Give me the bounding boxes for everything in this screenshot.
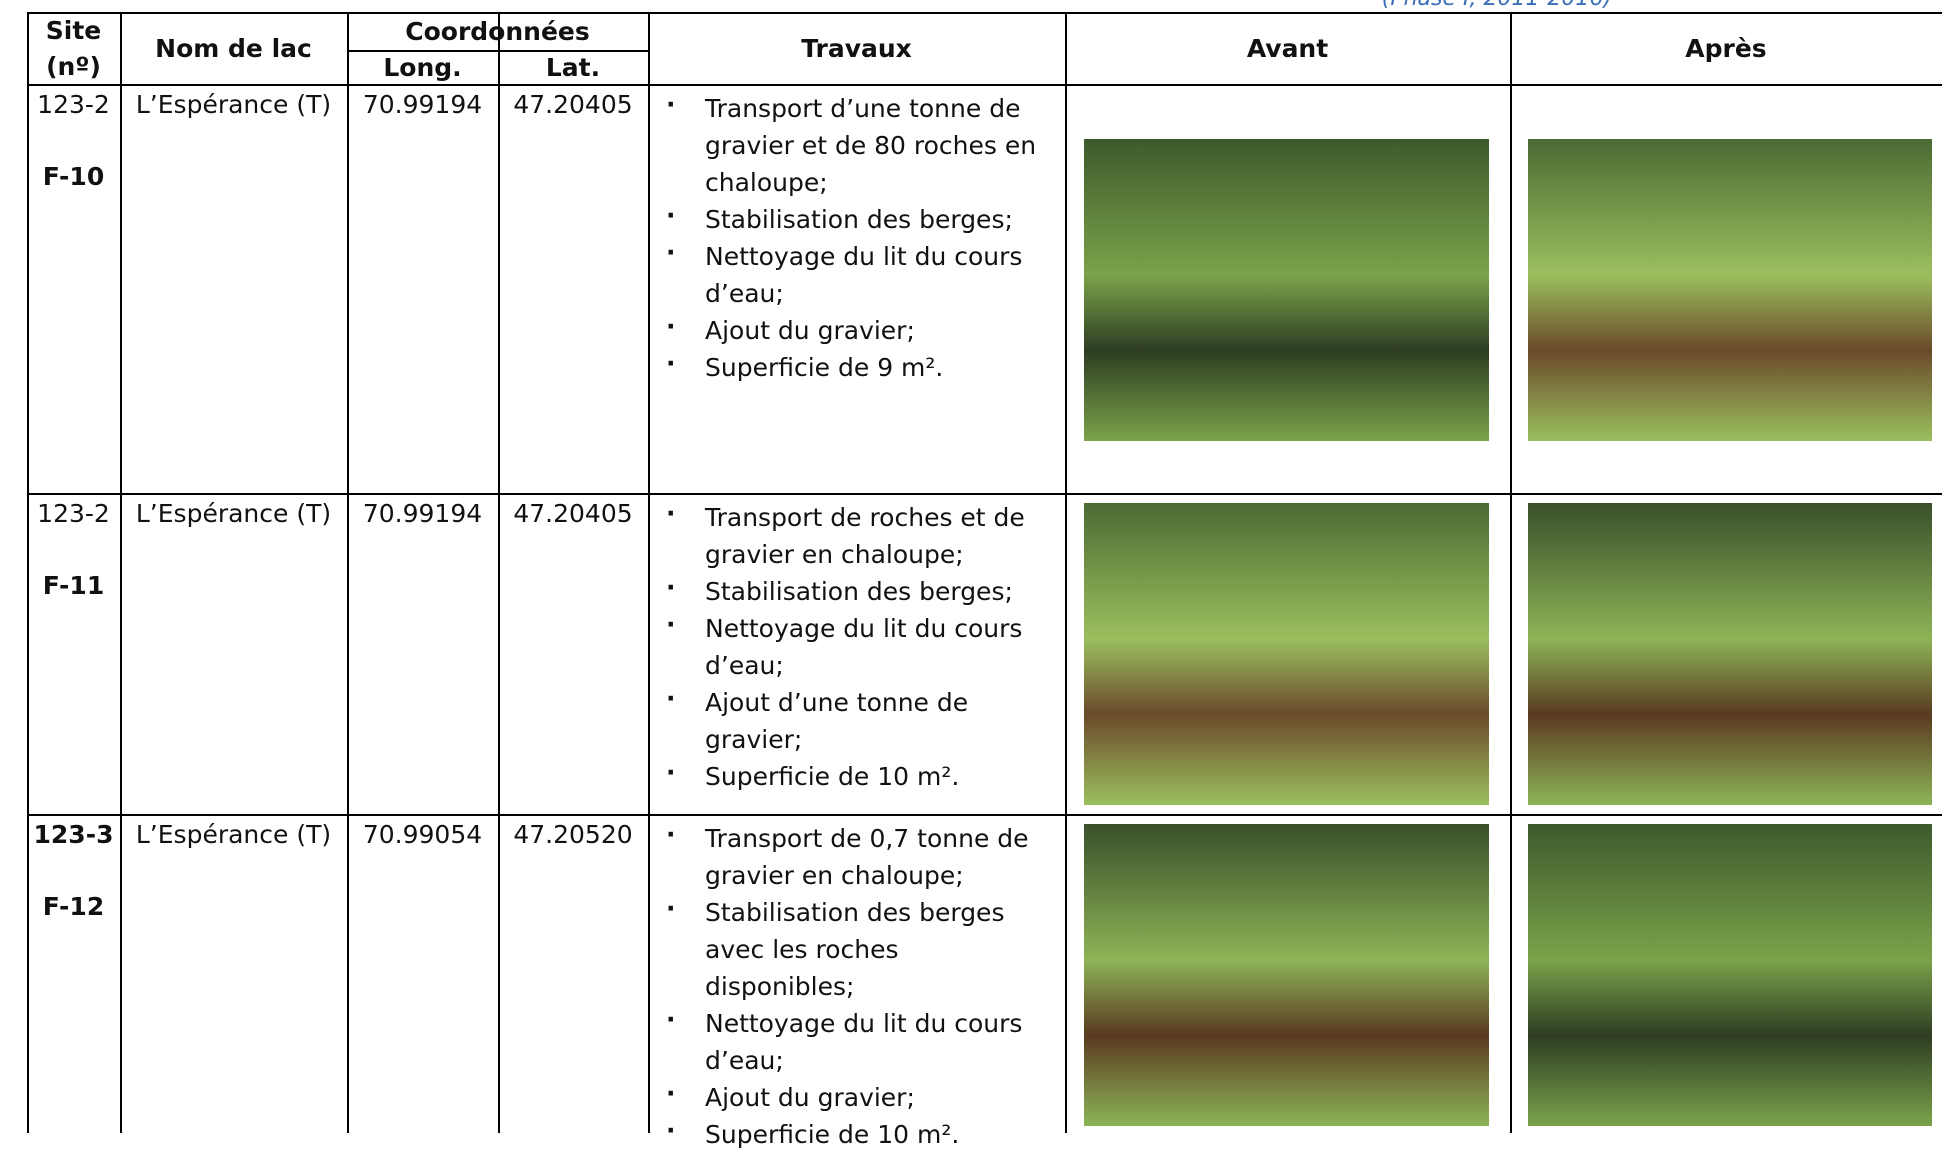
bullet: · [666,349,676,378]
rule [27,814,1942,816]
lake-name: L’Espérance (T) [135,820,332,849]
column-header: (nº) [46,51,101,81]
bullet: · [666,238,676,267]
work-item: Transport de roches et de gravier en cha… [705,503,1025,569]
bullet: · [666,684,676,713]
rule [27,12,29,1133]
bullet: · [666,90,676,119]
rule [347,12,349,1133]
column-header: Travaux [801,33,912,63]
rule [648,12,650,1133]
rule [27,12,1942,14]
latitude: 47.20405 [513,499,633,528]
column-header: Avant [1246,33,1329,63]
column-header: Long. [383,52,462,82]
bullet: · [666,1116,676,1145]
bullet: · [666,1079,676,1108]
bullet: · [666,610,676,639]
site-id: 123-2 [37,90,110,119]
header-note: (Phase I, 2011-2016) [1382,0,1612,11]
work-item: Superficie de 10 m². [705,1120,960,1149]
rule [498,50,500,1133]
bullet: · [666,312,676,341]
work-item: Superficie de 10 m². [705,762,960,791]
field-id: F-12 [42,892,105,921]
column-header: Coordonnées [405,16,590,46]
bullet: · [666,820,676,849]
latitude: 47.20405 [513,90,633,119]
after-photo [1528,824,1932,1126]
longitude: 70.99194 [362,90,483,119]
bullet: · [666,573,676,602]
work-item: Ajout du gravier; [705,316,915,345]
work-item: Ajout d’une tonne de gravier; [705,688,969,754]
work-item: Superficie de 9 m². [705,353,944,382]
rule [1510,12,1512,1133]
lake-name: L’Espérance (T) [135,90,332,119]
site-id: 123-2 [37,499,110,528]
column-header: Site [45,15,102,45]
work-item: Transport d’une tonne de gravier et de 8… [705,94,1037,197]
work-item: Ajout du gravier; [705,1083,915,1112]
rule [27,493,1942,495]
longitude: 70.99054 [362,820,483,849]
after-photo [1528,503,1932,805]
rule [120,12,122,1133]
longitude: 70.99194 [362,499,483,528]
before-photo [1084,503,1489,805]
field-id: F-11 [42,571,105,600]
bullet: · [666,1005,676,1034]
work-item: Stabilisation des berges; [705,205,1013,234]
rule [27,84,1942,86]
work-item: Transport de 0,7 tonne de gravier en cha… [705,824,1029,890]
before-photo [1084,139,1489,441]
work-item: Nettoyage du lit du cours d’eau; [705,614,1023,680]
rule [347,50,648,52]
bullet: · [666,894,676,923]
column-header: Nom de lac [155,33,312,63]
work-item: Stabilisation des berges; [705,577,1013,606]
after-photo [1528,139,1932,441]
site-id: 123-3 [33,820,114,849]
field-id: F-10 [42,162,105,191]
bullet: · [666,201,676,230]
work-item: Nettoyage du lit du cours d’eau; [705,242,1023,308]
column-header: Lat. [545,52,601,82]
work-item: Nettoyage du lit du cours d’eau; [705,1009,1023,1075]
bullet: · [666,758,676,787]
bullet: · [666,499,676,528]
rule [1065,12,1067,1133]
before-photo [1084,824,1489,1126]
column-header: Après [1685,33,1767,63]
lake-name: L’Espérance (T) [135,499,332,528]
latitude: 47.20520 [513,820,633,849]
work-item: Stabilisation des berges avec les roches… [705,898,1005,1001]
